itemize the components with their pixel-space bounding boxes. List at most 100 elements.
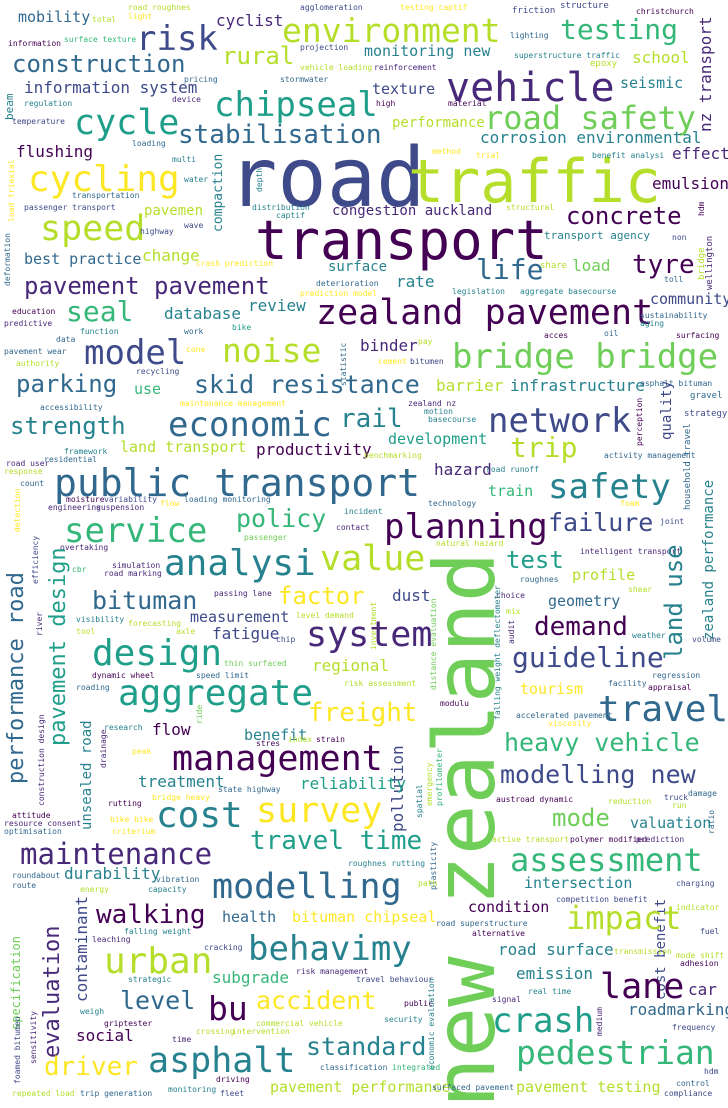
word-light: light: [128, 12, 153, 21]
word-health: health: [222, 908, 277, 926]
word-classification: classification: [320, 1063, 388, 1072]
word-deformation: deformation: [3, 233, 12, 286]
word-basecourse: basecourse: [428, 415, 477, 424]
word-river: river: [35, 611, 44, 636]
word-pavement-performance: pavement performance: [270, 1078, 451, 1096]
word-mobility: mobility: [18, 8, 91, 26]
word-incident: incident: [344, 507, 383, 516]
word-structural: structural: [506, 203, 555, 212]
word-shear: shear: [628, 585, 653, 594]
word-texture: texture: [372, 80, 436, 98]
word-testing-captif: testing captif: [400, 3, 468, 12]
word-thin-surfaced: thin surfaced: [224, 659, 287, 668]
word-resource-consent: resource consent: [4, 819, 82, 828]
word-ride: ride: [195, 704, 204, 724]
word-concrete: concrete: [566, 202, 682, 230]
word-highway: highway: [140, 227, 174, 236]
word-bituman-chipseal: bituman chipseal: [292, 908, 437, 926]
word-emulsion: emulsion: [652, 174, 728, 193]
word-modelling: modelling: [212, 867, 402, 907]
word-cycle: cycle: [74, 103, 180, 143]
word-economic: economic: [168, 405, 332, 445]
word-vehicle: vehicle: [446, 65, 615, 111]
word-dynamic-wheel: dynamic wheel: [92, 671, 155, 680]
word-road-runoff: road runoff: [486, 465, 539, 474]
word-accessibility: accessibility: [40, 403, 103, 412]
word-contact: contact: [336, 523, 370, 532]
word-cost: cost: [156, 795, 243, 836]
word-guideline: guideline: [512, 641, 664, 674]
word-regulation: regulation: [24, 99, 73, 108]
word-traffic: traffic: [408, 147, 661, 217]
word-predictive: predictive: [4, 319, 53, 328]
word-framework: framework: [64, 447, 108, 456]
word-land-use: land use: [660, 544, 688, 660]
word-accident: accident: [256, 986, 377, 1015]
word-rural: rural: [222, 42, 295, 70]
word-survey: survey: [256, 791, 383, 831]
word-treatment: treatment: [138, 772, 225, 791]
word-travel-time: travel time: [250, 826, 423, 856]
word-monitoring: monitoring: [168, 1085, 217, 1094]
word-foamed-bitumen: foamed bitumen: [13, 1016, 22, 1084]
word-road: road: [228, 131, 426, 226]
word-viscosity: viscosity: [548, 719, 592, 728]
word-path: path: [418, 879, 438, 888]
word-reduction: reduction: [608, 797, 652, 806]
word-road-superstructure: road superstructure: [436, 919, 528, 928]
word-quality: quality: [659, 380, 675, 440]
word-simulation: simulation: [112, 561, 161, 570]
word-chip: chip: [276, 635, 296, 644]
word-transport: transport: [255, 209, 548, 272]
word-regional: regional: [312, 656, 390, 675]
word-aging: aging: [640, 319, 665, 328]
word-impact: impact: [566, 899, 682, 937]
word-non: non: [672, 233, 687, 242]
word-dust: dust: [392, 586, 431, 605]
word-mode-shift: mode shift: [676, 951, 725, 960]
word-signal: signal: [492, 995, 521, 1004]
word-motion: motion: [424, 407, 453, 416]
word-design: design: [92, 633, 223, 674]
word-aggregate-basecourse: aggregate basecourse: [520, 287, 617, 296]
word-zealand-pavement: zealand pavement: [316, 293, 654, 333]
word-risk-management: risk management: [296, 967, 369, 976]
word-real-time: real time: [528, 987, 572, 996]
word-mode: mode: [552, 804, 610, 832]
word-pavement-design: pavement design: [46, 547, 71, 746]
word-commercial-vehicle: commercial vehicle: [256, 1019, 343, 1028]
word-intervention: intervention: [232, 1027, 290, 1036]
word-stabilisation: stabilisation: [178, 120, 382, 150]
word-life: life: [476, 253, 544, 286]
word-strength: strength: [10, 412, 126, 440]
word-acces: acces: [544, 331, 569, 340]
word-vibration: vibration: [156, 875, 200, 884]
word-accelerated-pavement: accelerated pavement: [516, 711, 613, 720]
word-austroad-dynamic: austroad dynamic: [496, 795, 574, 804]
word-compaction: compaction: [211, 153, 226, 232]
word-service: service: [64, 511, 208, 551]
word-count: count: [20, 479, 45, 488]
word-strategic: strategic: [128, 975, 172, 984]
word-database: database: [164, 304, 242, 323]
word-legislation: legislation: [452, 287, 505, 296]
word-cracking: cracking: [204, 943, 243, 952]
word-facility: facility: [608, 679, 647, 688]
word-car: car: [688, 980, 717, 999]
word-transportation: transportation: [72, 191, 140, 200]
word-joint: joint: [660, 517, 685, 526]
word-congestion-auckland: congestion auckland: [332, 203, 493, 219]
word-regression: regression: [652, 671, 701, 680]
word-medium: medium: [595, 1007, 604, 1036]
word-construction-design: construction design: [37, 714, 46, 806]
word-perception: perception: [635, 397, 644, 446]
word-risk-assessment: risk assessment: [344, 679, 417, 688]
word-community: community: [650, 290, 728, 308]
word-route: route: [12, 881, 37, 890]
word-economic-evaluation: economic evaluation: [427, 978, 436, 1070]
word-planning: planning: [384, 507, 548, 547]
word-pay: pay: [418, 337, 433, 346]
word-oil: oil: [604, 329, 619, 338]
word-modulu: modulu: [440, 699, 469, 708]
word-policy: policy: [236, 504, 327, 533]
